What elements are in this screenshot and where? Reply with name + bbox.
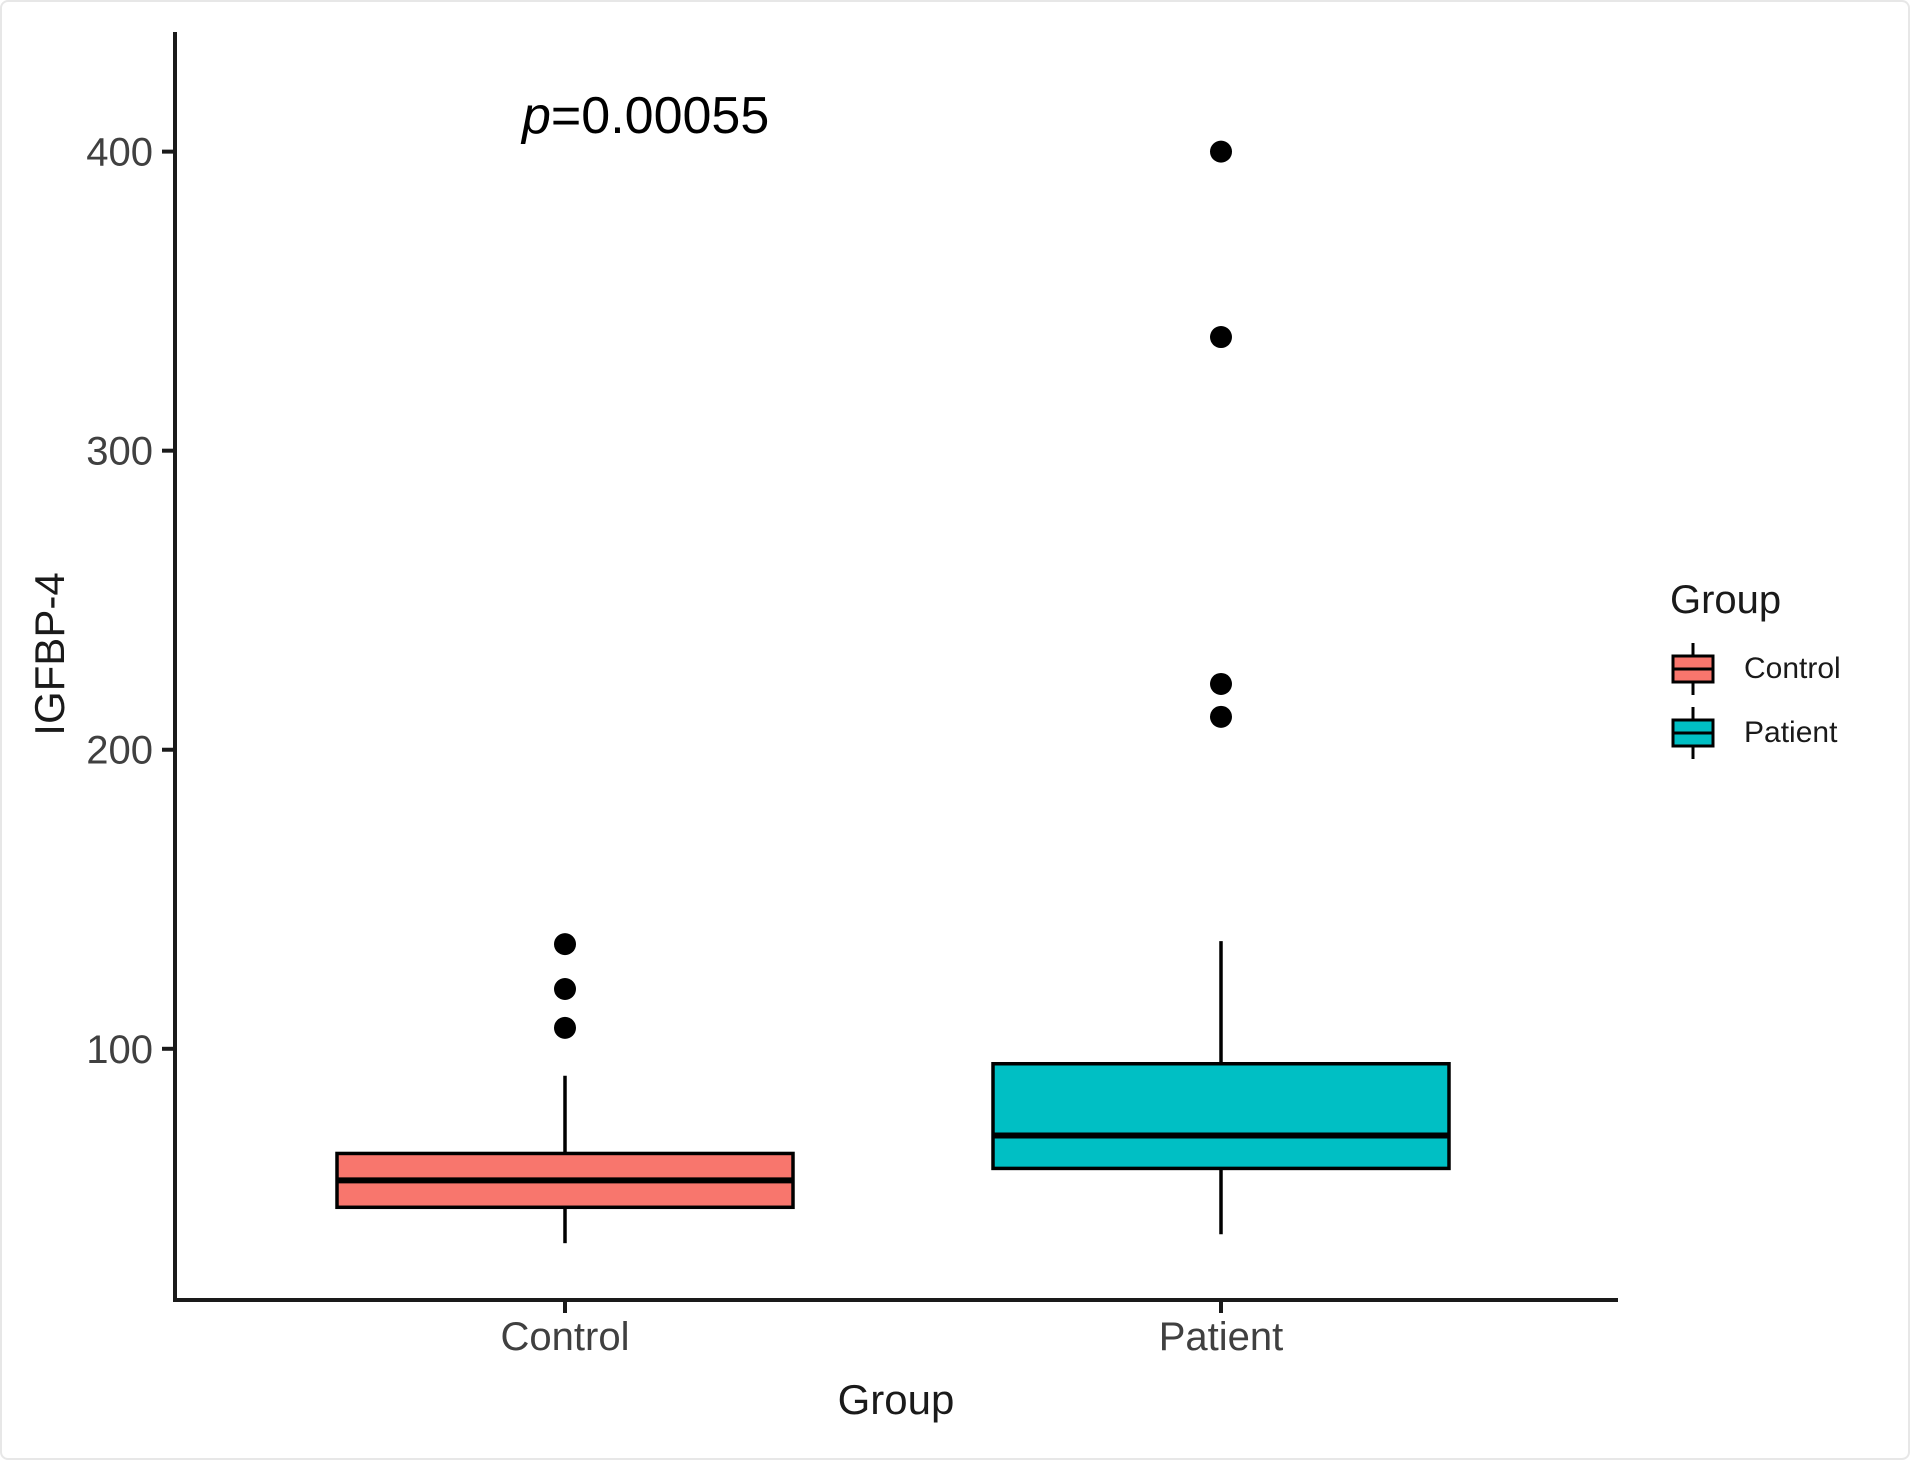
y-tick-label: 400 — [86, 131, 153, 175]
x-tick-label-control: Control — [501, 1315, 630, 1359]
legend-title: Group — [1670, 578, 1782, 622]
outlier-point-control — [554, 933, 576, 956]
x-axis-title: Group — [837, 1376, 955, 1423]
legend-item-patient: Patient — [1670, 705, 1841, 761]
outlier-point-patient — [1210, 140, 1232, 163]
outlier-point-patient — [1210, 705, 1232, 728]
p-value-annotation: p=0.00055 — [522, 86, 769, 146]
y-tick-label: 200 — [86, 729, 153, 773]
x-tick-label-patient: Patient — [1159, 1315, 1284, 1359]
y-axis-title: IGFBP-4 — [26, 572, 73, 736]
p-symbol: p — [522, 87, 551, 145]
p-value-text: =0.00055 — [550, 87, 770, 145]
box-patient — [991, 1061, 1451, 1171]
outlier-point-control — [554, 977, 576, 1000]
boxplot-key-patient-icon — [1671, 707, 1715, 759]
boxplot-key-control-icon — [1671, 643, 1715, 695]
legend-label-control: Control — [1744, 652, 1841, 685]
legend-label-patient: Patient — [1744, 716, 1838, 749]
outlier-point-control — [554, 1016, 576, 1039]
legend-item-control: Control — [1670, 641, 1841, 697]
y-tick-label: 100 — [86, 1028, 153, 1072]
outlier-point-patient — [1210, 672, 1232, 695]
legend: Group Control Patient — [1670, 578, 1841, 769]
outlier-point-patient — [1210, 326, 1232, 349]
y-tick-label: 300 — [86, 430, 153, 474]
